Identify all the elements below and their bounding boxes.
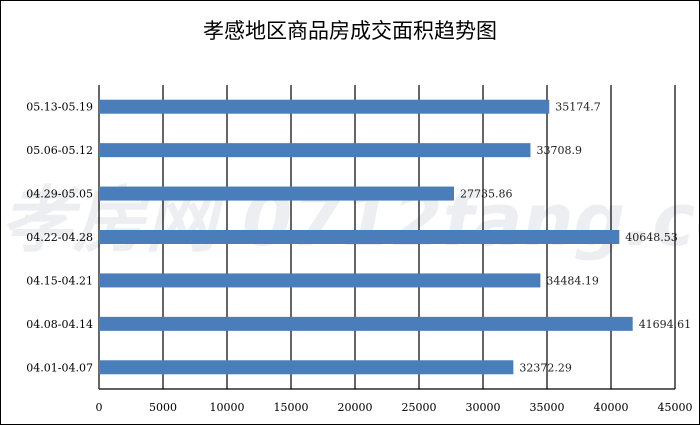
x-tick-label: 35000: [530, 401, 565, 414]
chart-title: 孝感地区商品房成交面积趋势图: [203, 19, 497, 43]
x-tick-label: 15000: [274, 401, 309, 414]
x-tick-label: 25000: [402, 401, 437, 414]
data-label: 40648.53: [625, 231, 678, 244]
y-category-label: 04.22-04.28: [26, 231, 93, 244]
y-category-label: 04.08-04.14: [26, 318, 93, 331]
bar: [99, 99, 550, 114]
data-label: 33708.9: [536, 144, 582, 157]
bar: [99, 316, 633, 331]
x-tick-label: 45000: [658, 401, 693, 414]
x-tick-label: 30000: [466, 401, 501, 414]
bar: [99, 230, 620, 244]
data-label: 41694.61: [639, 318, 692, 331]
bar: [99, 186, 455, 201]
bar: [99, 360, 514, 375]
x-tick-label: 10000: [210, 401, 245, 414]
bar: [99, 143, 531, 158]
x-tick-label: 40000: [594, 401, 629, 414]
bar: [99, 273, 541, 288]
data-label: 35174.7: [555, 101, 601, 114]
y-category-label: 04.29-05.05: [26, 188, 93, 201]
y-category-label: 05.06-05.12: [26, 144, 93, 157]
y-category-label: 04.01-04.07: [26, 361, 93, 374]
data-label: 27735.86: [460, 188, 513, 201]
x-tick-label: 0: [96, 401, 103, 414]
data-label: 34484.19: [546, 274, 599, 287]
y-category-label: 05.13-05.19: [26, 101, 93, 114]
data-label: 32372.29: [519, 361, 572, 374]
y-category-label: 04.15-04.21: [26, 274, 93, 287]
x-tick-label: 20000: [338, 401, 373, 414]
x-tick-label: 5000: [149, 401, 177, 414]
